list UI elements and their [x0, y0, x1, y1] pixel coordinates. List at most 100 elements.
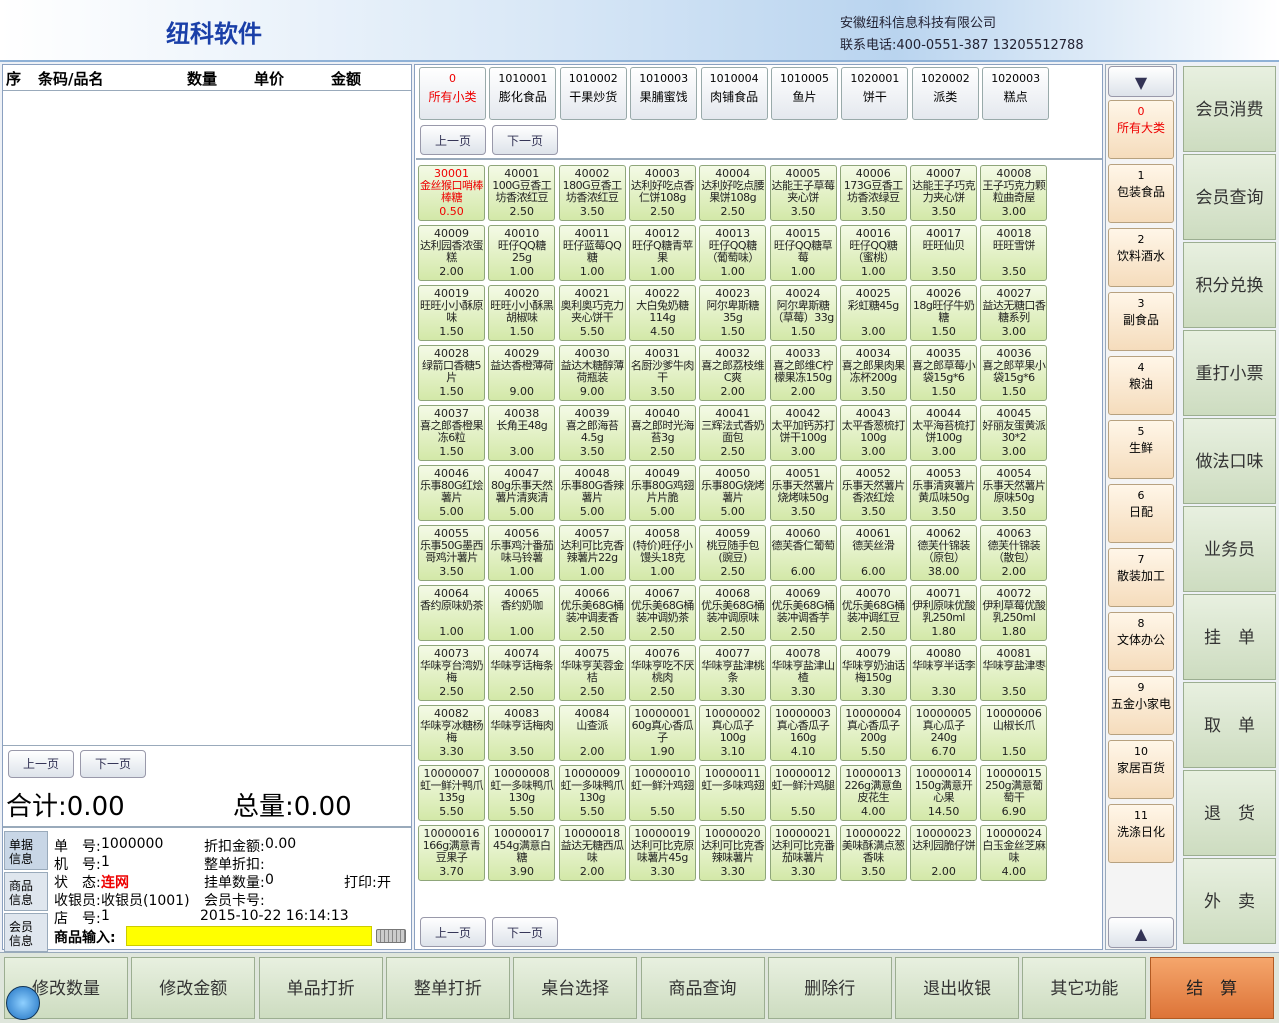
product-tile[interactable]: 40007 达能王子巧克力夹心饼 3.50	[910, 165, 978, 221]
product-tile[interactable]: 10000011 虹一多味鸡翅 5.50	[699, 765, 767, 821]
product-tile[interactable]: 40042 太平加钙苏打饼干100g 3.00	[769, 405, 837, 461]
product-tile[interactable]: 40069 优乐美68G桶装冲调香芋 2.50	[769, 585, 837, 641]
next-page[interactable]: 下一页	[492, 125, 558, 155]
product-tile[interactable]: 40033 喜之郎维C柠檬果冻150g 2.00	[769, 345, 837, 401]
product-tile[interactable]: 40078 华味亨盐津山楂 3.30	[769, 645, 837, 701]
product-tile[interactable]: 10000018 益达无糖西瓜味 2.00	[558, 825, 626, 881]
product-tile[interactable]: 10000001 60g真心香瓜子 1.90	[628, 705, 696, 761]
toolbar-button[interactable]: 整单打折	[385, 957, 510, 1019]
next-page[interactable]: 下一页	[80, 750, 146, 778]
product-tile[interactable]: 40076 华味亨吃不厌桃肉 2.50	[628, 645, 696, 701]
subcategory[interactable]: 1010001 膨化食品	[489, 67, 557, 120]
info-tab[interactable]: 单据信息	[4, 831, 48, 870]
product-tile[interactable]: 40074 华味亨话梅条 2.50	[488, 645, 556, 701]
next-page[interactable]: 下一页	[492, 917, 558, 947]
product-tile[interactable]: 40059 桃豆随手包(豌豆) 2.50	[699, 525, 767, 581]
product-tile[interactable]: 10000009 虹一多味鸭爪130g 5.50	[558, 765, 626, 821]
prev-page[interactable]: 上一页	[420, 125, 486, 155]
product-tile[interactable]: 10000023 达利园脆仔饼 2.00	[910, 825, 978, 881]
product-tile[interactable]: 40081 华味亨盐津枣 3.50	[980, 645, 1048, 701]
category[interactable]: 7 散装加工	[1108, 548, 1174, 607]
product-tile[interactable]: 10000022 美味酥满点葱香味 3.50	[839, 825, 907, 881]
product-tile[interactable]: 40010 旺仔QQ糖25g 1.00	[488, 225, 556, 281]
product-tile[interactable]: 40071 伊利原味优酸乳250ml 1.80	[910, 585, 978, 641]
category[interactable]: 3 副食品	[1108, 292, 1174, 351]
product-tile[interactable]: 40016 旺仔QQ糖（蜜桃） 1.00	[839, 225, 907, 281]
category[interactable]: 11 洗涤日化	[1108, 804, 1174, 863]
product-tile[interactable]: 40024 阿尔卑斯糖（草莓）33g 1.50	[769, 285, 837, 341]
category[interactable]: 8 文体办公	[1108, 612, 1174, 671]
product-tile[interactable]: 40039 喜之郎海苔4.5g 3.50	[558, 405, 626, 461]
toolbar-button[interactable]: 其它功能	[1022, 957, 1147, 1019]
product-tile[interactable]: 40048 乐事80G香辣薯片 5.00	[558, 465, 626, 521]
product-tile[interactable]: 10000008 虹一多味鸭爪130g 5.50	[488, 765, 556, 821]
product-tile[interactable]: 40068 优乐美68G桶装冲调原味 2.50	[699, 585, 767, 641]
product-tile[interactable]: 10000012 虹一鲜汁鸡腿 5.50	[769, 765, 837, 821]
product-tile[interactable]: 40036 喜之郎苹果小袋15g*6 1.50	[980, 345, 1048, 401]
product-tile[interactable]: 10000006 山椒长爪 1.50	[980, 705, 1048, 761]
product-tile[interactable]: 10000005 真心瓜子240g 6.70	[910, 705, 978, 761]
function-button[interactable]: 外 卖	[1183, 858, 1276, 944]
product-tile[interactable]: 10000004 真心香瓜子200g 5.50	[839, 705, 907, 761]
product-tile[interactable]: 40013 旺仔QQ糖（葡萄味） 1.00	[699, 225, 767, 281]
category[interactable]: 4 粮油	[1108, 356, 1174, 415]
toolbar-button[interactable]: 退出收银	[895, 957, 1020, 1019]
product-tile[interactable]: 40001 100G豆香工坊香浓红豆 2.50	[488, 165, 556, 221]
info-tab[interactable]: 会员信息	[4, 913, 48, 952]
toolbar-button[interactable]: 桌台选择	[513, 957, 638, 1019]
product-tile[interactable]: 40030 益达木糖醇薄荷瓶装 9.00	[558, 345, 626, 401]
function-button[interactable]: 重打小票	[1183, 330, 1276, 416]
product-tile[interactable]: 40044 太平海苔梳打饼100g 3.00	[910, 405, 978, 461]
product-tile[interactable]: 10000003 真心香瓜子160g 4.10	[769, 705, 837, 761]
function-button[interactable]: 积分兑换	[1183, 242, 1276, 328]
scroll-up[interactable]: ▼	[1108, 66, 1174, 97]
product-tile[interactable]: 40047 80g乐事天然薯片清爽清 5.00	[488, 465, 556, 521]
product-tile[interactable]: 40028 绿箭口香糖5片 1.50	[418, 345, 485, 401]
product-tile[interactable]: 40072 伊利草莓优酸乳250ml 1.80	[980, 585, 1048, 641]
product-tile[interactable]: 40031 名厨沙爹牛肉干 3.50	[628, 345, 696, 401]
product-tile[interactable]: 40062 德芙什锦装（原包） 38.00	[910, 525, 978, 581]
category[interactable]: 0 所有大类	[1108, 100, 1174, 159]
product-tile[interactable]: 40063 德芙什锦装（散包） 2.00	[980, 525, 1048, 581]
product-tile[interactable]: 40002 180G豆香工坊香浓红豆 3.50	[558, 165, 626, 221]
product-tile[interactable]: 40079 华味亨奶油话梅150g 3.30	[839, 645, 907, 701]
product-tile[interactable]: 40066 优乐美68G桶装冲调麦香 2.50	[558, 585, 626, 641]
product-tile[interactable]: 40040 喜之郎时光海苔3g 2.50	[628, 405, 696, 461]
function-button[interactable]: 做法口味	[1183, 418, 1276, 504]
product-tile[interactable]: 40029 益达香橙薄荷 9.00	[488, 345, 556, 401]
product-tile[interactable]: 40034 喜之郎果肉果冻杯200g 3.50	[839, 345, 907, 401]
function-button[interactable]: 取 单	[1183, 682, 1276, 768]
function-button[interactable]: 退 货	[1183, 770, 1276, 856]
product-tile[interactable]: 10000021 达利可比克番茄味薯片 3.30	[769, 825, 837, 881]
product-tile[interactable]: 40046 乐事80G红烩薯片 5.00	[418, 465, 485, 521]
product-input[interactable]	[126, 926, 372, 946]
product-tile[interactable]: 40020 旺旺小小酥黑胡椒味 1.50	[488, 285, 556, 341]
start-button[interactable]	[6, 986, 40, 1020]
product-tile[interactable]: 40055 乐事50G墨西哥鸡汁薯片 3.50	[418, 525, 485, 581]
product-tile[interactable]: 40083 华味亨话梅肉 3.50	[488, 705, 556, 761]
product-tile[interactable]: 40015 旺仔QQ糖草莓 1.00	[769, 225, 837, 281]
category[interactable]: 10 家居百货	[1108, 740, 1174, 799]
product-tile[interactable]: 40080 华味亨半话李 3.30	[910, 645, 978, 701]
product-tile[interactable]: 40060 德芙香仁葡萄 6.00	[769, 525, 837, 581]
keyboard-icon[interactable]	[376, 929, 406, 943]
product-tile[interactable]: 40056 乐事鸡汁番茄味马铃薯 1.00	[488, 525, 556, 581]
category[interactable]: 5 生鲜	[1108, 420, 1174, 479]
product-tile[interactable]: 40008 王子巧克力颗粒曲奇屋 3.00	[980, 165, 1048, 221]
category[interactable]: 9 五金小家电	[1108, 676, 1174, 735]
product-tile[interactable]: 40084 山查派 2.00	[558, 705, 626, 761]
subcategory[interactable]: 1010002 干果炒货	[559, 67, 627, 120]
toolbar-button[interactable]: 删除行	[767, 957, 892, 1019]
product-tile[interactable]: 40004 达利好吃点腰果饼108g 2.50	[699, 165, 767, 221]
function-button[interactable]: 业务员	[1183, 506, 1276, 592]
product-tile[interactable]: 40006 173G豆香工坊香浓绿豆 3.50	[839, 165, 907, 221]
product-tile[interactable]: 40019 旺旺小小酥原味 1.50	[418, 285, 485, 341]
product-tile[interactable]: 40052 乐事天然薯片香浓红烩 3.50	[839, 465, 907, 521]
product-tile[interactable]: 10000002 真心瓜子100g 3.10	[699, 705, 767, 761]
subcategory[interactable]: 1010003 果脯蜜饯	[630, 67, 698, 120]
product-tile[interactable]: 40061 德芙丝滑 6.00	[839, 525, 907, 581]
product-tile[interactable]: 10000016 166g满意青豆果子 3.70	[418, 825, 485, 881]
prev-page[interactable]: 上一页	[420, 917, 486, 947]
subcategory[interactable]: 1010005 鱼片	[771, 67, 838, 120]
function-button[interactable]: 会员查询	[1183, 154, 1276, 240]
